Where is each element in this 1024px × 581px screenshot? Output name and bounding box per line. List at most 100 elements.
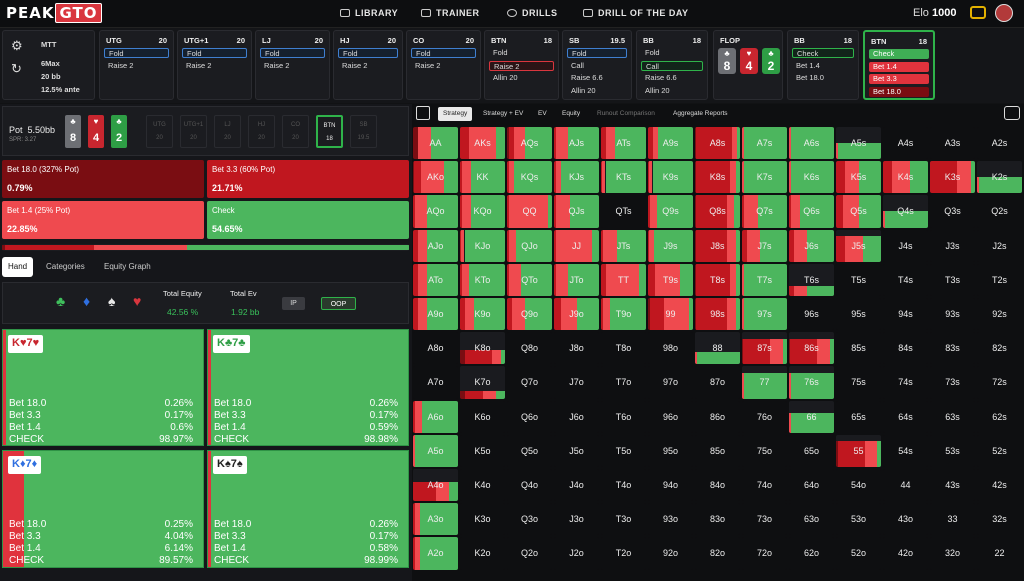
range-cell-82o[interactable]: 82o — [695, 537, 740, 570]
range-cell-ATo[interactable]: ATo — [413, 263, 458, 296]
position-card-hj[interactable]: HJ 20 Fold Raise 2 — [333, 30, 403, 100]
range-cell-K2o[interactable]: K2o — [460, 537, 505, 570]
range-cell-T7s[interactable]: T7s — [742, 263, 787, 296]
range-cell-JTs[interactable]: JTs — [601, 229, 646, 262]
position-card-flop[interactable]: FLOP ♣ 8 ♥ 4 ♣ 2 — [713, 30, 783, 100]
range-cell-Q5o[interactable]: Q5o — [507, 434, 552, 467]
range-cell-94s[interactable]: 94s — [883, 298, 928, 331]
action-option[interactable]: Fold — [338, 48, 398, 58]
combo-card[interactable]: K♠7♠ Bet 18.0 0.26% Bet 3.3 0.17% Bet 1.4 0.58… — [207, 450, 409, 568]
range-cell-JJ[interactable]: JJ — [554, 229, 599, 262]
range-cell-98o[interactable]: 98o — [648, 332, 693, 365]
tab-ev[interactable]: EV — [538, 110, 547, 117]
range-cell-96s[interactable]: 96s — [789, 298, 834, 331]
range-cell-KJo[interactable]: KJo — [460, 229, 505, 262]
range-cell-K9o[interactable]: K9o — [460, 298, 505, 331]
range-cell-97o[interactable]: 97o — [648, 366, 693, 399]
range-cell-K7s[interactable]: K7s — [742, 161, 787, 194]
club-filter-icon[interactable]: ♣ — [56, 293, 66, 309]
range-cell-KQs[interactable]: KQs — [507, 161, 552, 194]
action-option[interactable]: Fold — [493, 48, 508, 57]
mini-position-sb[interactable]: SB 19.5 — [350, 115, 377, 148]
range-cell-72o[interactable]: 72o — [742, 537, 787, 570]
range-cell-A8o[interactable]: A8o — [413, 332, 458, 365]
range-cell-85s[interactable]: 85s — [836, 332, 881, 365]
range-cell-K4o[interactable]: K4o — [460, 469, 505, 502]
heart-filter-icon[interactable]: ♥ — [133, 293, 142, 309]
range-cell-32o[interactable]: 32o — [930, 537, 975, 570]
range-cell-KTo[interactable]: KTo — [460, 263, 505, 296]
action-option[interactable]: Bet 18.0 — [796, 73, 824, 82]
action-option[interactable]: Check — [869, 49, 929, 59]
range-cell-J3o[interactable]: J3o — [554, 503, 599, 536]
position-card-co[interactable]: CO 20 Fold Raise 2 — [406, 30, 481, 100]
range-cell-93s[interactable]: 93s — [930, 298, 975, 331]
range-cell-77[interactable]: 77 — [742, 366, 787, 399]
range-cell-K4s[interactable]: K4s — [883, 161, 928, 194]
action-option[interactable]: Bet 18.0 — [869, 86, 929, 97]
nav-library[interactable]: LIBRARY — [340, 8, 398, 18]
action-option[interactable]: Raise 2 — [489, 60, 554, 71]
range-cell-42s[interactable]: 42s — [977, 469, 1022, 502]
range-cell-J4o[interactable]: J4o — [554, 469, 599, 502]
action-option[interactable]: Call — [571, 60, 584, 70]
range-cell-AJs[interactable]: AJs — [554, 127, 599, 160]
range-cell-K8s[interactable]: K8s — [695, 161, 740, 194]
range-cell-A2s[interactable]: A2s — [977, 127, 1022, 160]
range-cell-65o[interactable]: 65o — [789, 434, 834, 467]
action-option[interactable]: Fold — [645, 48, 660, 57]
range-cell-A2o[interactable]: A2o — [413, 537, 458, 570]
range-cell-65s[interactable]: 65s — [836, 400, 881, 433]
action-option[interactable]: Fold — [411, 48, 476, 58]
range-cell-T3s[interactable]: T3s — [930, 263, 975, 296]
range-cell-75s[interactable]: 75s — [836, 366, 881, 399]
range-cell-A5s[interactable]: A5s — [836, 127, 881, 160]
range-cell-KJs[interactable]: KJs — [554, 161, 599, 194]
range-cell-84s[interactable]: 84s — [883, 332, 928, 365]
range-cell-T7o[interactable]: T7o — [601, 366, 646, 399]
range-cell-J8s[interactable]: J8s — [695, 229, 740, 262]
range-cell-44[interactable]: 44 — [883, 469, 928, 502]
range-cell-T5s[interactable]: T5s — [836, 263, 881, 296]
range-cell-J2s[interactable]: J2s — [977, 229, 1022, 262]
action-option[interactable]: Call — [641, 60, 703, 71]
range-cell-J5s[interactable]: J5s — [836, 229, 881, 262]
range-cell-A6s[interactable]: A6s — [789, 127, 834, 160]
range-cell-62s[interactable]: 62s — [977, 400, 1022, 433]
range-cell-K3s[interactable]: K3s — [930, 161, 975, 194]
range-cell-T8o[interactable]: T8o — [601, 332, 646, 365]
action-option[interactable]: Fold — [182, 48, 247, 58]
tab-categories[interactable]: Categories — [46, 262, 85, 271]
range-cell-T8s[interactable]: T8s — [695, 263, 740, 296]
range-cell-J9o[interactable]: J9o — [554, 298, 599, 331]
range-cell-K3o[interactable]: K3o — [460, 503, 505, 536]
tab-strategy[interactable]: Strategy — [438, 107, 473, 121]
range-cell-88[interactable]: 88 — [695, 332, 740, 365]
range-cell-84o[interactable]: 84o — [695, 469, 740, 502]
range-cell-J8o[interactable]: J8o — [554, 332, 599, 365]
action-option[interactable]: Raise 2 — [186, 60, 212, 70]
range-cell-74o[interactable]: 74o — [742, 469, 787, 502]
range-cell-Q9s[interactable]: Q9s — [648, 195, 693, 228]
range-cell-A4s[interactable]: A4s — [883, 127, 928, 160]
action-option[interactable]: Allin 20 — [645, 85, 670, 95]
range-cell-95o[interactable]: 95o — [648, 434, 693, 467]
tab-hand[interactable]: Hand — [2, 257, 34, 277]
range-cell-Q6o[interactable]: Q6o — [507, 400, 552, 433]
range-cell-43s[interactable]: 43s — [930, 469, 975, 502]
range-cell-A6o[interactable]: A6o — [413, 400, 458, 433]
action-option[interactable]: Raise 6.6 — [571, 73, 603, 82]
range-cell-Q8o[interactable]: Q8o — [507, 332, 552, 365]
range-cell-66[interactable]: 66 — [789, 400, 834, 433]
range-cell-K5o[interactable]: K5o — [460, 434, 505, 467]
range-cell-Q5s[interactable]: Q5s — [836, 195, 881, 228]
peakgto-logo[interactable]: PEAK GTO — [6, 3, 102, 23]
range-cell-64o[interactable]: 64o — [789, 469, 834, 502]
range-cell-42o[interactable]: 42o — [883, 537, 928, 570]
range-cell-33[interactable]: 33 — [930, 503, 975, 536]
action-option[interactable]: Raise 6.6 — [645, 73, 677, 82]
range-cell-A8s[interactable]: A8s — [695, 127, 740, 160]
range-cell-Q9o[interactable]: Q9o — [507, 298, 552, 331]
strategy-action-3[interactable]: Check 54.65% — [207, 201, 409, 239]
range-cell-83s[interactable]: 83s — [930, 332, 975, 365]
